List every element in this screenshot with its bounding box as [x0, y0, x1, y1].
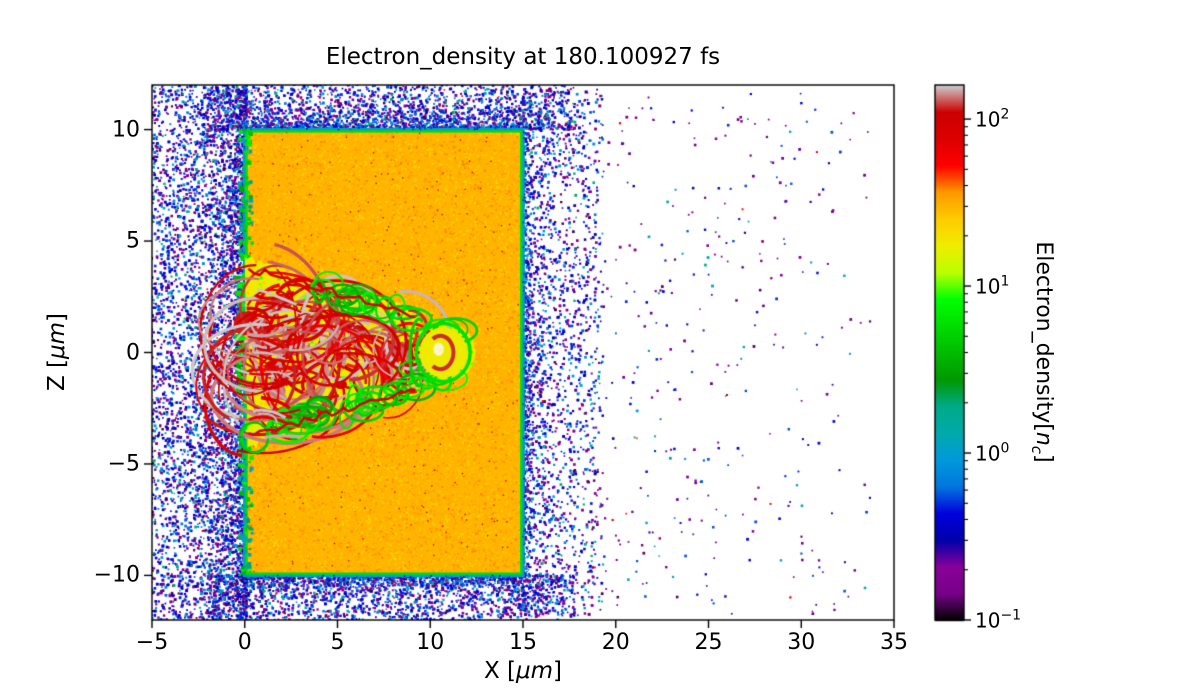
y-tick-label: −5 [107, 451, 140, 477]
y-axis-label: Z [μm] [44, 313, 70, 391]
x-axis-label-pre: X [ [483, 658, 517, 684]
x-tick-label: 35 [880, 630, 908, 655]
plot-title: Electron_density at 180.100927 fs [325, 44, 721, 70]
x-axis-label-post: ] [553, 658, 563, 684]
y-tick-label: 0 [126, 340, 140, 365]
x-tick-label: 25 [694, 630, 723, 655]
x-tick-label: 5 [330, 630, 345, 655]
y-tick-label: −10 [93, 562, 140, 588]
y-axis-label-math: μm [44, 321, 70, 359]
colorbar-tick-label: 10−1 [975, 607, 1022, 633]
colorbar-label: Electron_density[nc] [1028, 241, 1056, 462]
colorbar-tick-label: 100 [975, 440, 1010, 466]
x-axis-label: X [μm] [484, 658, 562, 684]
y-axis-label-post: ] [44, 312, 70, 322]
y-tick-label: 5 [126, 228, 140, 254]
colorbar-tick-label: 101 [975, 273, 1010, 299]
x-tick-label: 0 [237, 630, 252, 655]
colorbar-label-math: n [1031, 431, 1057, 446]
colorbar-tick-label: 102 [975, 106, 1010, 132]
colorbar-label-post: ] [1031, 454, 1057, 463]
colorbar-label-sub: c [1027, 445, 1046, 455]
y-tick-label: 10 [112, 117, 140, 143]
x-axis-label-math: μm [516, 658, 554, 684]
colorbar-label-pre: Electron_density[ [1031, 241, 1057, 432]
x-tick-label: 15 [509, 630, 537, 655]
x-tick-label: 10 [416, 630, 445, 655]
x-tick-label: 30 [787, 630, 816, 655]
x-tick-label: −5 [135, 630, 169, 655]
x-tick-label: 20 [601, 630, 630, 655]
y-axis-label-pre: Z [ [44, 358, 70, 392]
